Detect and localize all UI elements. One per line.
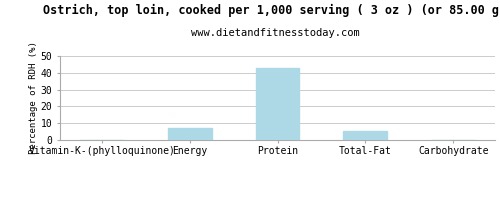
Y-axis label: Percentage of RDH (%): Percentage of RDH (%) <box>29 42 38 154</box>
Bar <box>344 131 388 140</box>
Bar <box>256 68 300 140</box>
Bar <box>168 128 212 140</box>
Text: Ostrich, top loin, cooked per 1,000 serving ( 3 oz ) (or 85.00 g): Ostrich, top loin, cooked per 1,000 serv… <box>44 4 500 17</box>
Text: www.dietandfitnesstoday.com: www.dietandfitnesstoday.com <box>190 28 360 38</box>
